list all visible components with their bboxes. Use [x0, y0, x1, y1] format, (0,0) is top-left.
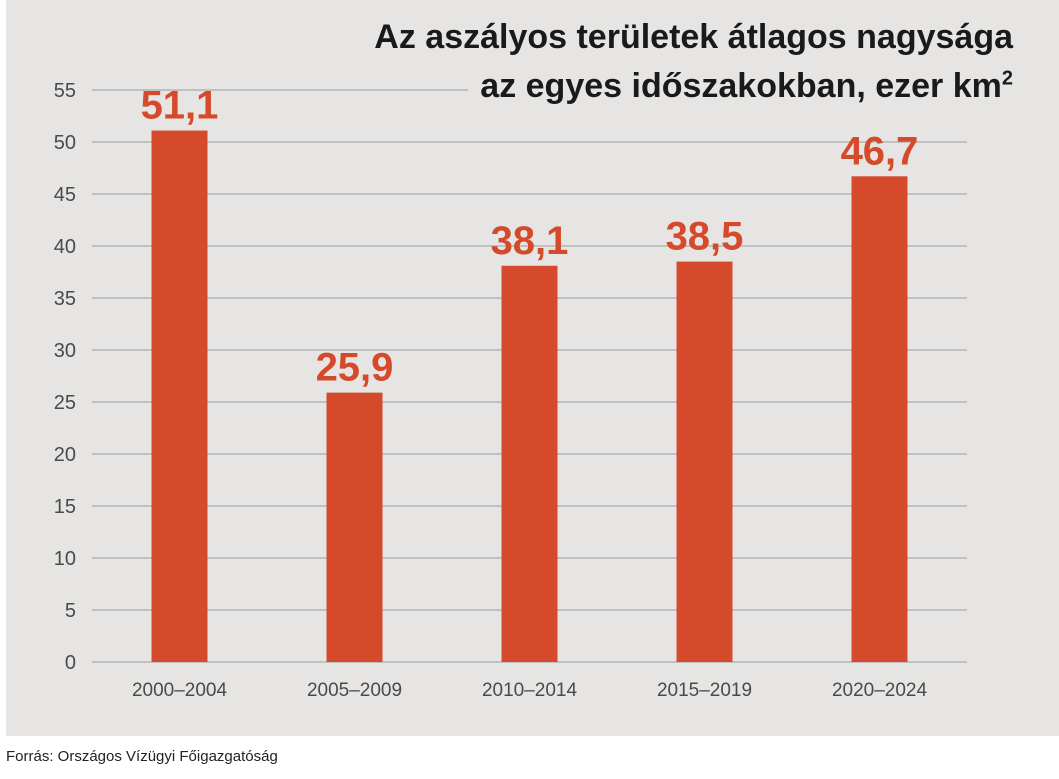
x-tick-label: 2000–2004: [132, 680, 228, 701]
bar-value-label: 25,9: [316, 346, 394, 390]
y-tick-label: 30: [54, 340, 76, 362]
bar-3: [676, 261, 733, 662]
bar-value-label: 51,1: [141, 84, 219, 128]
bar-4: [851, 176, 908, 662]
y-tick-label: 40: [54, 236, 76, 258]
chart-panel: 0 5 10 15 20 25 30 35 40 45 50 55 51,1 2000–2004 25,9 2…: [6, 0, 1059, 736]
x-tick-label: 2005–2009: [307, 680, 402, 701]
chart-title-superscript: 2: [1001, 67, 1013, 90]
y-tick-label: 5: [65, 600, 76, 622]
y-tick-label: 50: [54, 132, 76, 154]
bar-0: [151, 130, 208, 662]
source-note: Forrás: Országos Vízügyi Főigazgatóság: [6, 748, 278, 765]
x-tick-label: 2015–2019: [657, 680, 752, 701]
x-tick-label: 2010–2014: [482, 680, 578, 701]
y-tick-label: 10: [54, 548, 76, 570]
bar-1: [326, 392, 383, 662]
chart-title-line-2: az egyes időszakokban, ezer km2: [468, 66, 1013, 106]
bar-2: [501, 265, 558, 662]
chart-title-line-2-text: az egyes időszakokban, ezer km: [480, 67, 1002, 105]
x-tick-label: 2020–2024: [832, 680, 928, 701]
y-tick-label: 25: [54, 392, 76, 414]
chart-title-line-1: Az aszályos területek átlagos nagysága: [362, 17, 1013, 57]
y-tick-label: 0: [65, 652, 76, 674]
bar-value-label: 38,5: [666, 215, 744, 259]
bar-value-label: 38,1: [491, 219, 569, 263]
bar-value-label: 46,7: [841, 129, 919, 173]
y-tick-label: 45: [54, 184, 76, 206]
bar-chart: 0 5 10 15 20 25 30 35 40 45 50 55 51,1 2000–2004 25,9 2…: [54, 80, 967, 701]
y-tick-label: 35: [54, 288, 76, 310]
y-tick-label: 55: [54, 80, 76, 102]
y-tick-label: 20: [54, 444, 76, 466]
y-tick-label: 15: [54, 496, 76, 518]
